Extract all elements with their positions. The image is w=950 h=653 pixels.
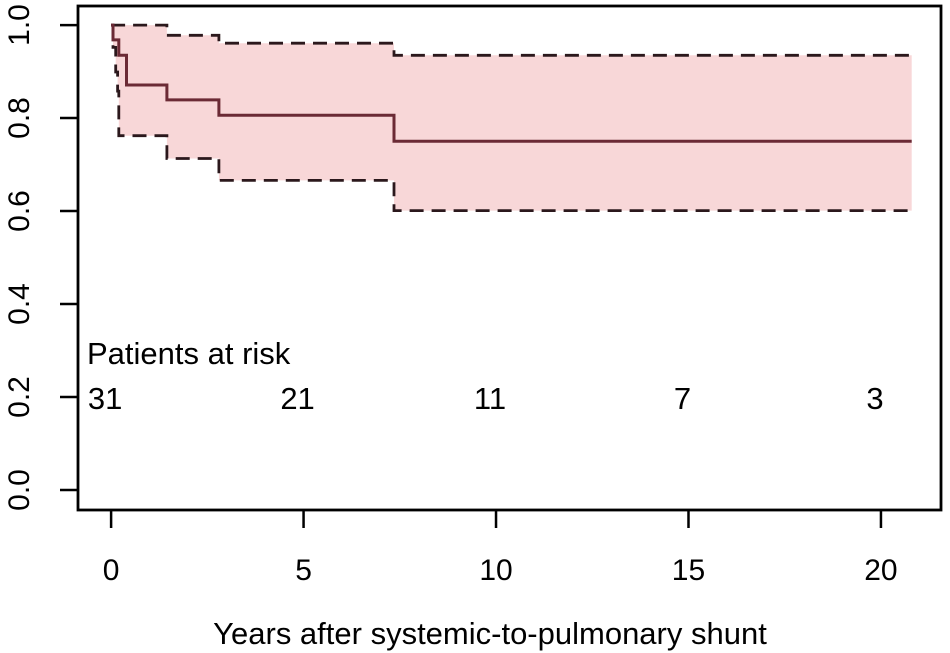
at-risk-count: 11: [473, 381, 507, 416]
patients-at-risk-label: Patients at risk: [87, 336, 291, 371]
at-risk-count: 21: [280, 381, 315, 416]
ci-upper-line: [111, 23, 912, 57]
x-tick-label: 20: [864, 554, 898, 587]
x-axis-title: Years after systemic-to-pulmonary shunt: [213, 616, 767, 651]
x-tick-label: 10: [479, 554, 513, 587]
y-tick-label: 0.4: [3, 283, 36, 325]
y-tick-label: 1.0: [3, 4, 36, 46]
y-tick-label: 0.8: [3, 97, 36, 139]
y-tick-label: 0.2: [3, 376, 36, 418]
survival-curve: [111, 23, 912, 143]
y-tick-label: 0.6: [3, 190, 36, 232]
plot-border: [76, 4, 943, 512]
at-risk-count: 7: [673, 381, 692, 416]
x-tick-label: 15: [671, 554, 706, 587]
at-risk-count: 31: [87, 381, 123, 416]
ci-lower-line: [111, 23, 912, 212]
x-tick-label: 5: [295, 554, 312, 587]
x-tick-label: 0: [102, 554, 120, 587]
confidence-band: [111, 25, 912, 211]
y-tick-label: 0.0: [3, 469, 36, 511]
at-risk-count: 3: [866, 381, 884, 416]
